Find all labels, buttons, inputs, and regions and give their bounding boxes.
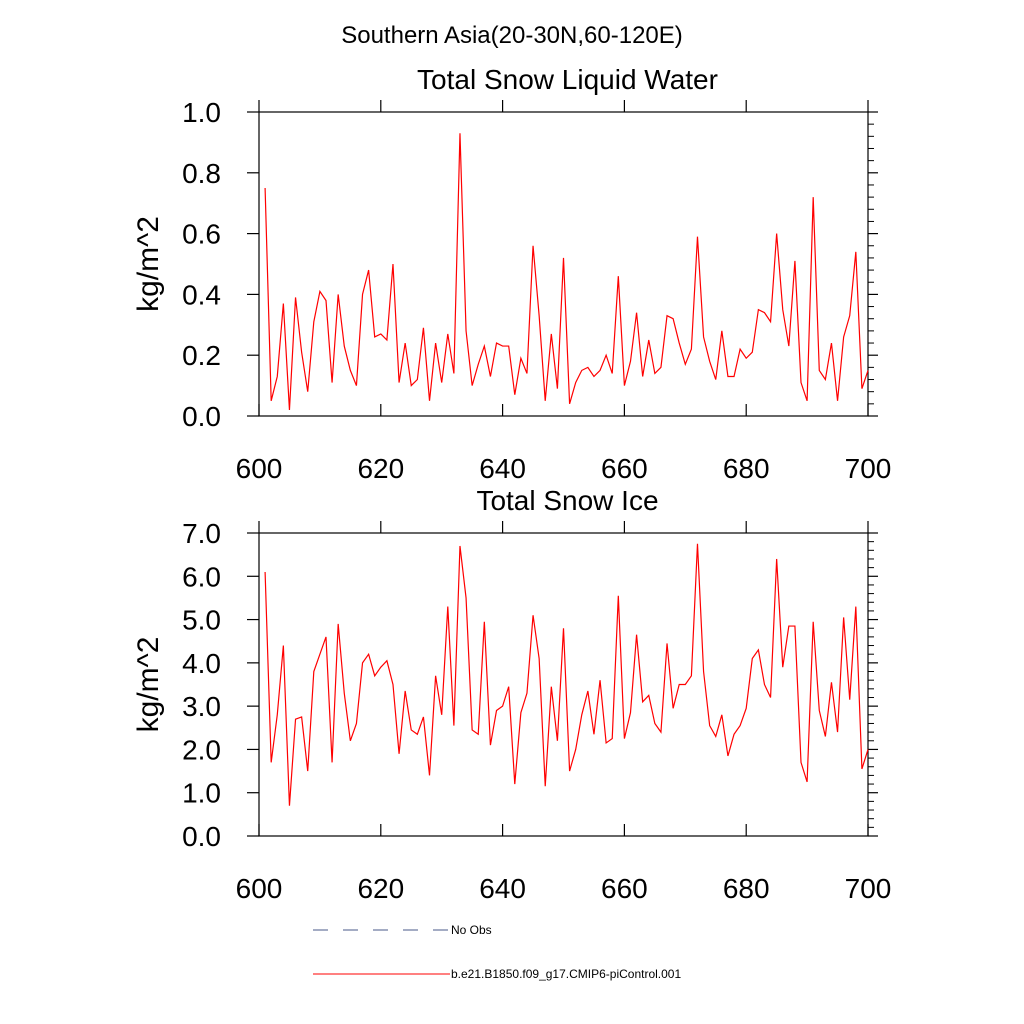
region-title: Southern Asia(20-30N,60-120E): [341, 22, 683, 49]
y-axis-label: kg/m^2: [132, 216, 165, 312]
legend-label: No Obs: [451, 923, 492, 937]
x-tick-label: 620: [357, 453, 404, 484]
y-tick-label: 5.0: [182, 605, 221, 636]
plot-frame: [258, 532, 869, 837]
series-line: [264, 543, 869, 806]
y-tick-label: 7.0: [182, 518, 221, 549]
y-tick-label: 2.0: [182, 734, 221, 765]
x-tick-label: 620: [357, 873, 404, 904]
x-tick-label: 660: [601, 453, 648, 484]
x-tick-label: 700: [845, 453, 892, 484]
y-tick-label: 0.4: [182, 279, 221, 310]
panel-title: Total Snow Ice: [476, 485, 658, 516]
x-tick-label: 700: [845, 873, 892, 904]
y-tick-label: 0.6: [182, 219, 221, 250]
y-tick-label: 3.0: [182, 691, 221, 722]
x-tick-label: 600: [236, 873, 283, 904]
panel-1: Total Snow Liquid Water 600 620 640 660 680 70…: [132, 64, 891, 484]
y-tick-label: 0.0: [182, 821, 221, 852]
x-tick-label: 680: [723, 453, 770, 484]
y-tick-label: 6.0: [182, 561, 221, 592]
panel-2: Total Snow Ice 600 620 640 660 680 700 0.0 1.0 2.…: [132, 485, 891, 904]
x-tick-label: 640: [479, 453, 526, 484]
x-tick-label: 640: [479, 873, 526, 904]
panel-title: Total Snow Liquid Water: [417, 64, 718, 95]
x-tick-label: 680: [723, 873, 770, 904]
plot-frame: [258, 111, 869, 417]
y-tick-label: 4.0: [182, 648, 221, 679]
legend-entry: b.e21.B1850.f09_g17.CMIP6-piControl.001: [313, 967, 681, 981]
legend-label: b.e21.B1850.f09_g17.CMIP6-piControl.001: [451, 967, 681, 981]
legend: No Obs b.e21.B1850.f09_g17.CMIP6-piContro…: [313, 923, 681, 981]
y-tick-label: 0.8: [182, 158, 221, 189]
y-tick-label: 1.0: [182, 778, 221, 809]
plots-container: Total Snow Liquid Water 600 620 640 660 680 70…: [132, 64, 891, 904]
x-tick-label: 660: [601, 873, 648, 904]
y-axis-label: kg/m^2: [132, 637, 165, 733]
x-tick-label: 600: [236, 453, 283, 484]
series-line: [264, 133, 869, 410]
y-tick-label: 1.0: [182, 97, 221, 128]
y-tick-label: 0.0: [182, 401, 221, 432]
legend-entry: No Obs: [313, 923, 492, 937]
y-tick-label: 0.2: [182, 340, 221, 371]
